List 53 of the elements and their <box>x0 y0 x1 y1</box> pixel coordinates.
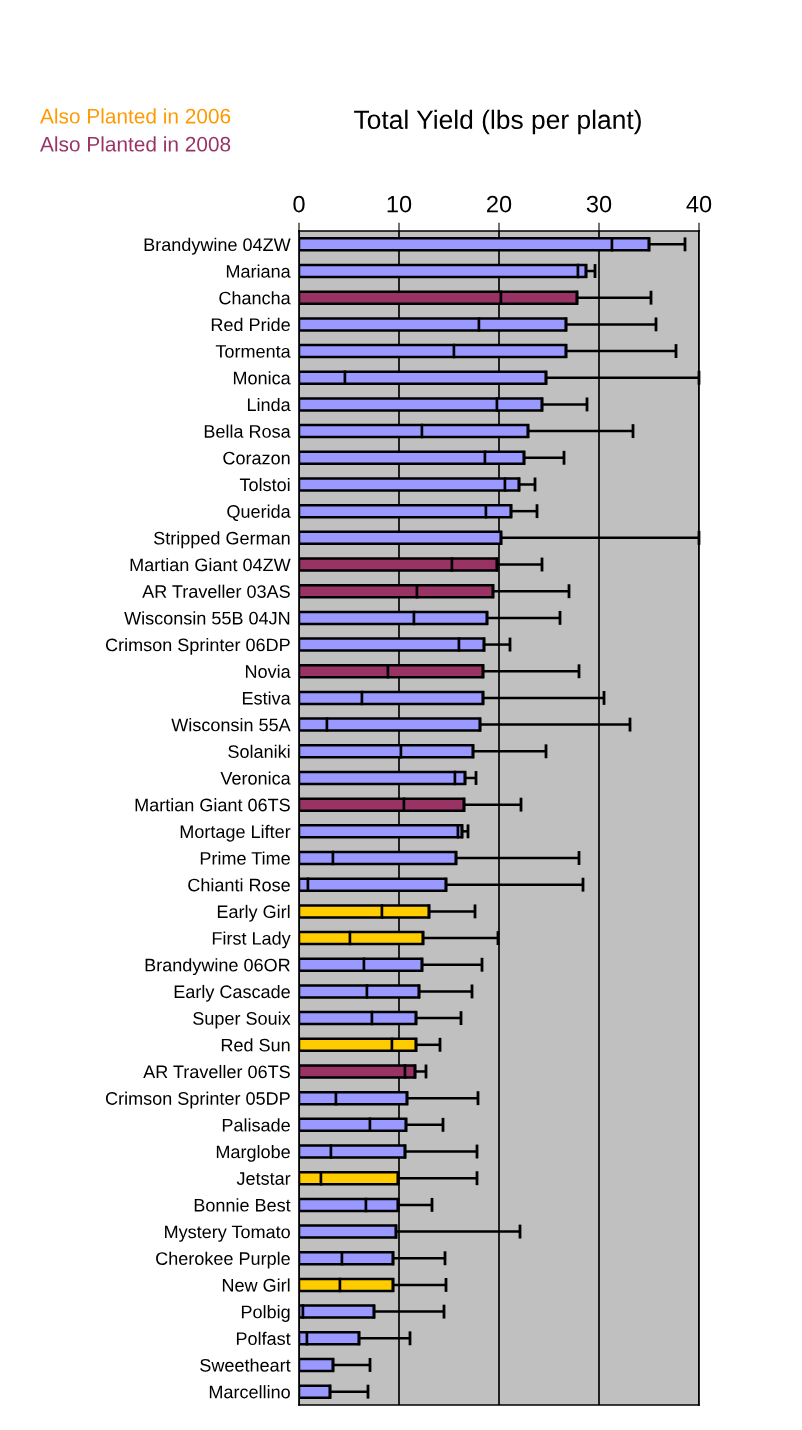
y-tick-label: Tormenta <box>215 345 291 358</box>
text: Also Planted in 2008 <box>40 136 231 152</box>
y-tick-label: AR Traveller 06TS <box>143 1064 290 1079</box>
y-tick-label: Early Cascade <box>174 984 290 1002</box>
y-tick-label: New Girl <box>222 1278 290 1292</box>
y-tick-label: Martian Giant 06TS <box>135 798 290 812</box>
y-tick-label: Estiva <box>242 691 291 705</box>
x-tick-label: 30 <box>586 195 612 213</box>
y-tick-label: Stripped German <box>154 531 290 549</box>
y-tick-label: Mortage Lifter <box>180 824 291 842</box>
y-tick-label: AR Traveller 03AS <box>142 584 290 598</box>
y-tick-label: Red Sun <box>221 1038 290 1052</box>
x-tick-label: 10 <box>387 195 412 213</box>
y-tick-label: Polbig <box>241 1305 290 1322</box>
chart-title: Total Yield (lbs per plant) <box>354 109 641 135</box>
y-tick-label: Cherokee Purple <box>156 1251 290 1269</box>
y-tick-label: Chancha <box>219 291 291 305</box>
y-tick-label: Crimson Sprinter 06DP <box>105 638 290 655</box>
x-tick-label: 0 <box>293 195 305 213</box>
y-tick-label: Corazon <box>223 451 290 465</box>
y-tick-label: Palisade <box>222 1118 290 1132</box>
y-tick-label: Prime Time <box>200 851 290 865</box>
y-tick-label: Super Souix <box>193 1011 291 1029</box>
y-tick-label: Brandywine 06OR <box>145 958 290 976</box>
y-tick-label: First Lady <box>212 931 291 949</box>
x-tick-label: 40 <box>686 195 712 213</box>
y-tick-label: Chianti Rose <box>188 878 290 892</box>
y-tick-label: Bonnie Best <box>194 1198 291 1212</box>
y-tick-label: Mariana <box>226 264 291 278</box>
y-tick-label: Linda <box>247 397 291 412</box>
x-tick-label: 20 <box>487 195 512 213</box>
y-tick-label: Red Pride <box>211 317 290 332</box>
text: Also Planted in 2006 <box>40 108 231 124</box>
y-tick-label: Veronica <box>220 771 291 785</box>
y-tick-label: Novia <box>245 664 291 678</box>
y-tick-label: Wisconsin 55A <box>171 718 291 732</box>
y-tick-label: Polfast <box>236 1331 291 1346</box>
y-tick-label: Marglobe <box>216 1144 290 1162</box>
y-tick-label: Mystery Tomato <box>165 1225 290 1242</box>
y-tick-label: Brandywine 04ZW <box>144 237 291 255</box>
y-tick-label: Early Girl <box>217 904 290 922</box>
y-tick-label: Tolstoi <box>239 477 290 492</box>
y-tick-label: Crimson Sprinter 05DP <box>105 1091 290 1109</box>
y-tick-label: Martian Giant 04ZW <box>130 557 291 572</box>
bar <box>301 1304 376 1319</box>
y-tick-label: Solaniki <box>228 744 290 759</box>
y-tick-label: Wisconsin 55B 04JN <box>124 611 290 625</box>
y-tick-label: Querida <box>227 504 291 522</box>
y-tick-label: Bella Rosa <box>204 424 291 438</box>
y-tick-label: Sweetheart <box>200 1358 291 1372</box>
y-tick-label: Marcellino <box>209 1385 290 1399</box>
y-tick-label: Jetstar <box>236 1172 291 1185</box>
y-tick-label: Monica <box>233 371 291 385</box>
